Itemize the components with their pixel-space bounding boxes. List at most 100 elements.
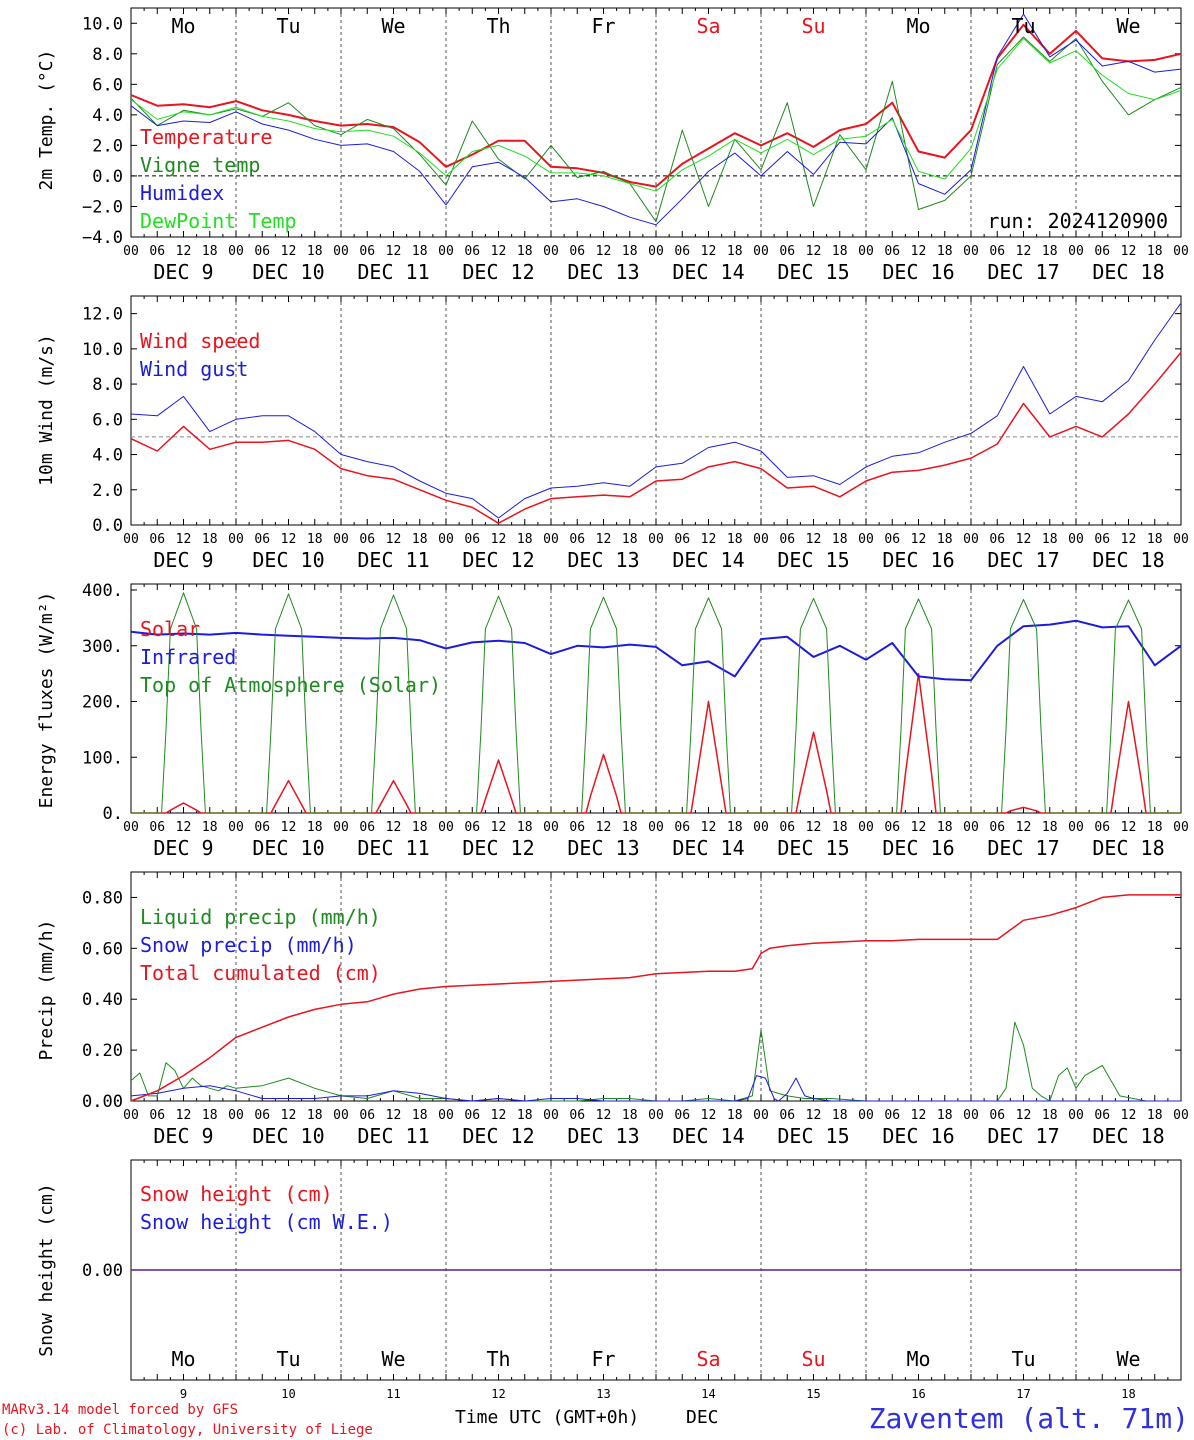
hour-tick-label: 06: [884, 1108, 900, 1123]
hour-tick-label: 12: [281, 244, 297, 259]
weekday-label: Mo: [906, 14, 930, 38]
date-label: DEC 12: [462, 260, 534, 284]
footer: MARv3.14 model forced by GFS (c) Lab. of…: [2, 1402, 1189, 1438]
hour-tick-label: 00: [1068, 1108, 1084, 1123]
date-label: DEC 9: [153, 836, 213, 860]
x-axis-label: Time UTC (GMT+0h): [455, 1407, 639, 1428]
hour-tick-label: 12: [806, 244, 822, 259]
y-tick-label: 2.0: [92, 481, 123, 501]
hour-tick-label: 12: [491, 1108, 507, 1123]
hour-tick-label: 00: [1068, 532, 1084, 547]
y-axis-label: 10m Wind (m/s): [36, 334, 57, 486]
hour-tick-label: 12: [176, 532, 192, 547]
date-label: DEC 14: [672, 260, 744, 284]
y-tick-label: 6.0: [92, 410, 123, 430]
y-tick-label: 4.0: [92, 106, 123, 126]
hour-tick-label: 18: [622, 244, 638, 259]
hour-tick-label: 12: [491, 532, 507, 547]
hour-tick-label: 12: [491, 820, 507, 835]
hour-tick-label: 06: [884, 244, 900, 259]
date-label: DEC 16: [882, 1124, 954, 1148]
hour-tick-label: 06: [989, 244, 1005, 259]
day-number-label: 11: [386, 1387, 400, 1401]
hour-tick-label: 12: [176, 244, 192, 259]
hour-tick-label: 12: [596, 244, 612, 259]
date-label: DEC 15: [777, 548, 849, 572]
date-label: DEC 12: [462, 548, 534, 572]
hour-tick-label: 00: [438, 532, 454, 547]
date-label: DEC 10: [252, 548, 324, 572]
y-tick-label: −4.0: [82, 228, 123, 248]
hour-tick-label: 00: [648, 820, 664, 835]
hour-tick-label: 12: [701, 1108, 717, 1123]
date-label: DEC 15: [777, 260, 849, 284]
date-label: DEC 13: [567, 548, 639, 572]
hour-tick-label: 00: [963, 532, 979, 547]
hour-tick-label: 06: [1094, 1108, 1110, 1123]
date-label: DEC 18: [1092, 1124, 1164, 1148]
weekday-label: Mo: [171, 14, 195, 38]
panel-5: 0.00 Snow height (cm) Snow height (cm) Snow…: [36, 1159, 1182, 1401]
hour-tick-label: 06: [884, 532, 900, 547]
hour-tick-label: 00: [753, 244, 769, 259]
legend-entry: Snow precip (mm/h): [140, 933, 357, 957]
hour-tick-label: 12: [806, 820, 822, 835]
hour-tick-label: 12: [911, 820, 927, 835]
hour-tick-label: 00: [963, 1108, 979, 1123]
hour-tick-label: 06: [149, 532, 165, 547]
day-number-label: 10: [281, 1387, 295, 1401]
hour-tick-label: 00: [438, 1108, 454, 1123]
hour-tick-label: 18: [412, 1108, 428, 1123]
hour-tick-label: 18: [832, 1108, 848, 1123]
y-tick-label: 0.00: [82, 1092, 123, 1112]
hour-tick-label: 18: [517, 1108, 533, 1123]
series-line: [130, 351, 1182, 524]
hour-tick-label: 12: [806, 1108, 822, 1123]
hour-tick-label: 00: [753, 820, 769, 835]
y-tick-label: 8.0: [92, 45, 123, 65]
panel-1: −4.0 −2.0 0.0 2.0 4.0 6.0 8.0 10.0 2m Temp. (°C)…: [36, 7, 1189, 284]
hour-tick-label: 00: [123, 532, 139, 547]
hour-tick-label: 18: [202, 244, 218, 259]
y-axis-label: 2m Temp. (°C): [36, 50, 57, 191]
legend-entry: Solar: [140, 617, 200, 641]
hour-tick-label: 18: [937, 1108, 953, 1123]
y-tick-label: 2.0: [92, 136, 123, 156]
legend-entry: Infrared: [140, 645, 236, 669]
hour-tick-label: 12: [596, 820, 612, 835]
y-tick-label: 12.0: [82, 305, 123, 325]
hour-tick-label: 00: [963, 820, 979, 835]
hour-tick-label: 06: [464, 1108, 480, 1123]
hour-tick-label: 18: [622, 532, 638, 547]
hour-tick-label: 18: [412, 532, 428, 547]
hour-tick-label: 00: [333, 1108, 349, 1123]
hour-tick-label: 00: [228, 1108, 244, 1123]
hour-tick-label: 06: [254, 820, 270, 835]
series-line: [130, 38, 1182, 192]
date-label: DEC 17: [987, 260, 1059, 284]
y-tick-label: 0.0: [92, 516, 123, 536]
weekday-label: We: [1116, 1347, 1140, 1371]
date-label: DEC 15: [777, 1124, 849, 1148]
hour-tick-label: 12: [281, 532, 297, 547]
hour-tick-label: 18: [307, 820, 323, 835]
weekday-label: Mo: [171, 1347, 195, 1371]
y-tick-label: 0.00: [82, 1261, 123, 1281]
hour-tick-label: 06: [464, 532, 480, 547]
hour-tick-label: 06: [254, 244, 270, 259]
date-label: DEC 14: [672, 548, 744, 572]
hour-tick-label: 00: [228, 244, 244, 259]
hour-tick-label: 18: [1042, 820, 1058, 835]
date-label: DEC 17: [987, 836, 1059, 860]
hour-tick-label: 00: [1173, 1108, 1189, 1123]
hour-tick-label: 00: [123, 1108, 139, 1123]
hour-tick-label: 00: [1173, 244, 1189, 259]
series-line: [130, 302, 1182, 519]
date-label: DEC 12: [462, 1124, 534, 1148]
hour-tick-label: 18: [1147, 1108, 1163, 1123]
hour-tick-label: 18: [832, 532, 848, 547]
hour-tick-label: 18: [307, 532, 323, 547]
date-label: DEC 16: [882, 548, 954, 572]
date-label: DEC 16: [882, 260, 954, 284]
